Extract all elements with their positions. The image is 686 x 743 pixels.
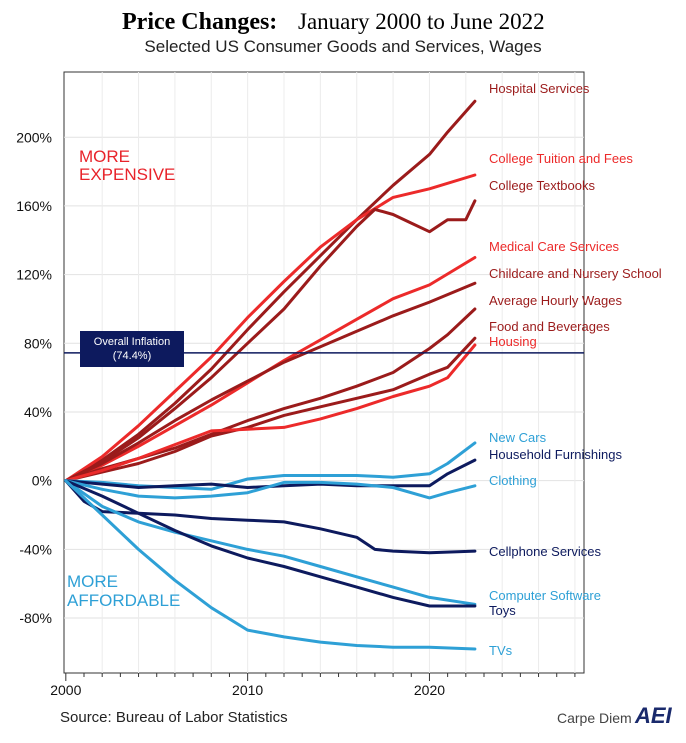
y-tick-label: 200%	[16, 129, 52, 145]
x-tick-label: 2020	[414, 682, 445, 698]
y-axis: 200% 160% 120% 80% 40% 0% -40% -80%	[16, 129, 52, 626]
y-tick-label: 0%	[32, 473, 52, 489]
series-label-cellphone-services: Cellphone Services	[489, 544, 602, 559]
series-line-toys	[64, 479, 477, 608]
series-label-medical-care-services: Medical Care Services	[489, 239, 620, 254]
series-label-tvs: TVs	[489, 643, 513, 658]
y-tick-label: 160%	[16, 198, 52, 214]
series-label-household-furnishings: Household Furnishings	[489, 447, 622, 462]
series-label-college-tuition-and-fees: College Tuition and Fees	[489, 151, 633, 166]
series-line-tvs	[64, 479, 477, 651]
y-tick-label: 120%	[16, 267, 52, 283]
more-expensive-line1: MORE	[79, 147, 130, 166]
series-label-childcare-and-nursery-school: Childcare and Nursery School	[489, 266, 662, 281]
chart-subtitle: Selected US Consumer Goods and Services,…	[144, 37, 541, 56]
series-line-college-textbooks	[64, 199, 477, 483]
series-label-food-and-beverages: Food and Beverages	[489, 319, 610, 334]
series-line-cellphone-services	[64, 479, 477, 555]
more-affordable-line1: MORE	[67, 572, 118, 591]
series-line-clothing	[64, 479, 477, 500]
series-line-new-cars	[64, 441, 477, 491]
series-line-college-tuition-and-fees	[64, 173, 477, 483]
chart-title-dates: January 2000 to June 2022	[298, 9, 545, 34]
x-tick-label: 2000	[50, 682, 81, 698]
series-line-hospital-services	[64, 99, 477, 483]
series-line-housing	[64, 343, 477, 483]
chart-title: Price Changes:	[122, 9, 277, 35]
y-tick-label: 80%	[24, 335, 52, 351]
more-expensive-line2: EXPENSIVE	[79, 165, 175, 184]
series-label-clothing: Clothing	[489, 473, 537, 488]
series-label-computer-software: Computer Software	[489, 588, 601, 603]
series-label-hospital-services: Hospital Services	[489, 81, 590, 96]
gridlines	[64, 72, 584, 673]
overall-inflation-value: (74.4%)	[113, 350, 152, 362]
series-label-college-textbooks: College Textbooks	[489, 178, 595, 193]
series-labels: Hospital Services College Tuition and Fee…	[489, 81, 662, 658]
y-tick-label: -40%	[19, 541, 52, 557]
y-tick-label: -80%	[19, 610, 52, 626]
series-label-housing: Housing	[489, 334, 537, 349]
x-tick-label: 2010	[232, 682, 263, 698]
overall-inflation-box	[80, 331, 184, 367]
series-line-computer-software	[64, 479, 477, 606]
source-note: Source: Bureau of Labor Statistics	[60, 709, 288, 726]
series-label-new-cars: New Cars	[489, 430, 547, 445]
plot-area	[63, 71, 585, 674]
series-line-childcare-and-nursery-school	[64, 281, 477, 483]
brand-logo: AEI	[634, 703, 673, 728]
y-tick-label: 40%	[24, 404, 52, 420]
overall-inflation-label: Overall Inflation	[94, 336, 170, 348]
x-axis: 2000 2010 2020	[50, 673, 576, 698]
more-affordable-line2: AFFORDABLE	[67, 591, 180, 610]
brand-name: Carpe Diem	[557, 710, 632, 726]
overall-inflation: Overall Inflation (74.4%)	[64, 331, 584, 367]
series-label-toys: Toys	[489, 603, 516, 618]
series-line-household-furnishings	[64, 458, 477, 489]
series-label-average-hourly-wages: Average Hourly Wages	[489, 293, 622, 308]
series-lines	[64, 99, 477, 651]
series-line-food-and-beverages	[64, 336, 477, 483]
